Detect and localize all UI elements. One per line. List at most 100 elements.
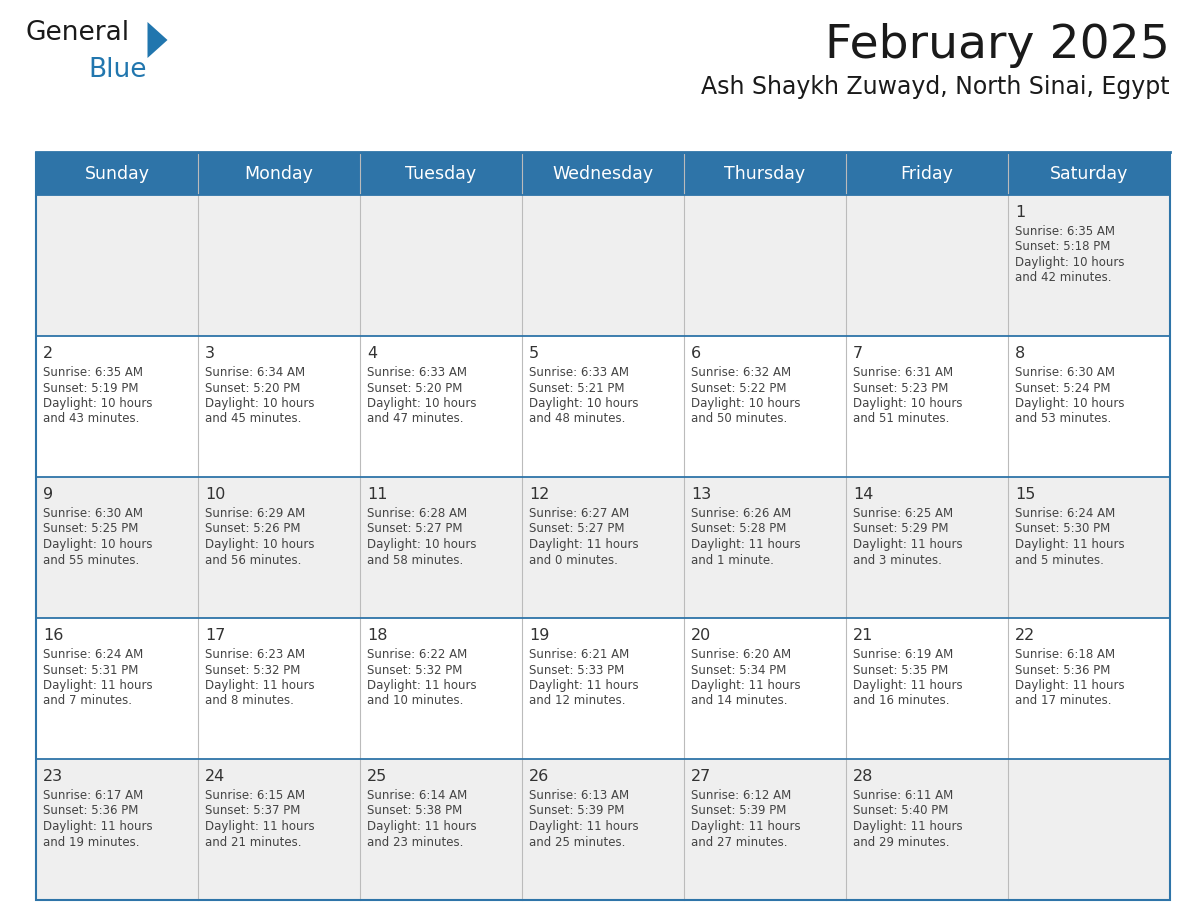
Text: Sunset: 5:27 PM: Sunset: 5:27 PM (529, 522, 625, 535)
Text: 12: 12 (529, 487, 549, 502)
Text: Daylight: 10 hours: Daylight: 10 hours (1015, 256, 1125, 269)
Text: Sunset: 5:21 PM: Sunset: 5:21 PM (529, 382, 625, 395)
Text: and 7 minutes.: and 7 minutes. (43, 695, 132, 708)
Text: and 14 minutes.: and 14 minutes. (691, 695, 788, 708)
Text: 4: 4 (367, 346, 377, 361)
Text: Sunset: 5:35 PM: Sunset: 5:35 PM (853, 664, 948, 677)
Text: Daylight: 11 hours: Daylight: 11 hours (853, 538, 962, 551)
Bar (36, 153, 198, 195)
Bar (1007, 153, 1170, 195)
Bar (36, 759, 1170, 900)
Text: and 0 minutes.: and 0 minutes. (529, 554, 618, 566)
Text: Sunrise: 6:19 AM: Sunrise: 6:19 AM (853, 648, 953, 661)
Text: Sunrise: 6:35 AM: Sunrise: 6:35 AM (43, 366, 143, 379)
Text: Sunset: 5:38 PM: Sunset: 5:38 PM (367, 804, 462, 818)
Text: Sunrise: 6:34 AM: Sunrise: 6:34 AM (206, 366, 305, 379)
Text: Sunrise: 6:24 AM: Sunrise: 6:24 AM (43, 648, 144, 661)
Text: Sunrise: 6:31 AM: Sunrise: 6:31 AM (853, 366, 953, 379)
Text: and 53 minutes.: and 53 minutes. (1015, 412, 1111, 426)
Text: Sunrise: 6:32 AM: Sunrise: 6:32 AM (691, 366, 791, 379)
Text: Sunrise: 6:35 AM: Sunrise: 6:35 AM (1015, 225, 1116, 238)
Text: Daylight: 11 hours: Daylight: 11 hours (1015, 679, 1125, 692)
Text: Daylight: 10 hours: Daylight: 10 hours (206, 538, 315, 551)
Bar (36, 618, 1170, 759)
Text: Ash Shaykh Zuwayd, North Sinai, Egypt: Ash Shaykh Zuwayd, North Sinai, Egypt (701, 75, 1170, 99)
Text: Daylight: 11 hours: Daylight: 11 hours (367, 820, 476, 833)
Text: Sunset: 5:39 PM: Sunset: 5:39 PM (529, 804, 625, 818)
Text: Sunset: 5:22 PM: Sunset: 5:22 PM (691, 382, 786, 395)
Text: 23: 23 (43, 769, 63, 784)
Text: 16: 16 (43, 628, 63, 643)
Text: Sunset: 5:30 PM: Sunset: 5:30 PM (1015, 522, 1111, 535)
Text: Sunset: 5:32 PM: Sunset: 5:32 PM (367, 664, 462, 677)
Text: Sunrise: 6:11 AM: Sunrise: 6:11 AM (853, 789, 953, 802)
Text: and 8 minutes.: and 8 minutes. (206, 695, 293, 708)
Text: 21: 21 (853, 628, 873, 643)
Text: 2: 2 (43, 346, 53, 361)
Text: 22: 22 (1015, 628, 1035, 643)
Text: 13: 13 (691, 487, 712, 502)
Text: Sunrise: 6:12 AM: Sunrise: 6:12 AM (691, 789, 791, 802)
Text: Daylight: 11 hours: Daylight: 11 hours (853, 820, 962, 833)
Text: Daylight: 11 hours: Daylight: 11 hours (529, 538, 639, 551)
Text: and 42 minutes.: and 42 minutes. (1015, 272, 1112, 285)
Text: Saturday: Saturday (1050, 165, 1129, 183)
Text: 17: 17 (206, 628, 226, 643)
Text: Sunset: 5:39 PM: Sunset: 5:39 PM (691, 804, 786, 818)
Text: Sunrise: 6:20 AM: Sunrise: 6:20 AM (691, 648, 791, 661)
Text: Daylight: 11 hours: Daylight: 11 hours (43, 820, 152, 833)
Text: and 29 minutes.: and 29 minutes. (853, 835, 949, 848)
Text: 9: 9 (43, 487, 53, 502)
Bar (522, 153, 684, 195)
Text: 5: 5 (529, 346, 539, 361)
Bar (36, 153, 1170, 900)
Text: Wednesday: Wednesday (552, 165, 653, 183)
Text: Sunrise: 6:28 AM: Sunrise: 6:28 AM (367, 507, 467, 520)
Text: 27: 27 (691, 769, 712, 784)
Text: and 58 minutes.: and 58 minutes. (367, 554, 463, 566)
Text: Sunrise: 6:24 AM: Sunrise: 6:24 AM (1015, 507, 1116, 520)
Text: Friday: Friday (901, 165, 954, 183)
Text: Sunrise: 6:30 AM: Sunrise: 6:30 AM (1015, 366, 1116, 379)
Text: Sunrise: 6:13 AM: Sunrise: 6:13 AM (529, 789, 630, 802)
Text: and 3 minutes.: and 3 minutes. (853, 554, 942, 566)
Text: Sunrise: 6:18 AM: Sunrise: 6:18 AM (1015, 648, 1116, 661)
Text: Sunrise: 6:22 AM: Sunrise: 6:22 AM (367, 648, 467, 661)
Text: and 43 minutes.: and 43 minutes. (43, 412, 139, 426)
Text: and 50 minutes.: and 50 minutes. (691, 412, 788, 426)
Text: and 27 minutes.: and 27 minutes. (691, 835, 788, 848)
Text: 11: 11 (367, 487, 387, 502)
Text: Sunrise: 6:33 AM: Sunrise: 6:33 AM (367, 366, 467, 379)
Text: Sunset: 5:36 PM: Sunset: 5:36 PM (1015, 664, 1111, 677)
Text: Sunset: 5:31 PM: Sunset: 5:31 PM (43, 664, 138, 677)
Text: Sunrise: 6:14 AM: Sunrise: 6:14 AM (367, 789, 467, 802)
Text: Sunday: Sunday (84, 165, 150, 183)
Text: General: General (26, 20, 131, 46)
Text: Daylight: 11 hours: Daylight: 11 hours (691, 679, 801, 692)
Text: and 48 minutes.: and 48 minutes. (529, 412, 625, 426)
Bar (360, 153, 522, 195)
Text: and 51 minutes.: and 51 minutes. (853, 412, 949, 426)
Bar (684, 153, 846, 195)
Text: Daylight: 10 hours: Daylight: 10 hours (367, 538, 476, 551)
Text: Daylight: 10 hours: Daylight: 10 hours (853, 397, 962, 410)
Text: Sunset: 5:29 PM: Sunset: 5:29 PM (853, 522, 948, 535)
Text: and 55 minutes.: and 55 minutes. (43, 554, 139, 566)
Text: Sunrise: 6:26 AM: Sunrise: 6:26 AM (691, 507, 791, 520)
Text: Daylight: 10 hours: Daylight: 10 hours (43, 538, 152, 551)
Text: Blue: Blue (88, 57, 146, 83)
Text: and 16 minutes.: and 16 minutes. (853, 695, 949, 708)
Text: Sunrise: 6:29 AM: Sunrise: 6:29 AM (206, 507, 305, 520)
Text: Sunset: 5:37 PM: Sunset: 5:37 PM (206, 804, 301, 818)
Text: Sunset: 5:19 PM: Sunset: 5:19 PM (43, 382, 139, 395)
Text: Daylight: 11 hours: Daylight: 11 hours (691, 538, 801, 551)
Text: Sunset: 5:27 PM: Sunset: 5:27 PM (367, 522, 462, 535)
Text: 25: 25 (367, 769, 387, 784)
Text: 8: 8 (1015, 346, 1025, 361)
Text: 10: 10 (206, 487, 226, 502)
Bar (846, 153, 1007, 195)
Text: and 23 minutes.: and 23 minutes. (367, 835, 463, 848)
Text: 14: 14 (853, 487, 873, 502)
Text: Sunset: 5:20 PM: Sunset: 5:20 PM (367, 382, 462, 395)
Text: Sunrise: 6:30 AM: Sunrise: 6:30 AM (43, 507, 143, 520)
